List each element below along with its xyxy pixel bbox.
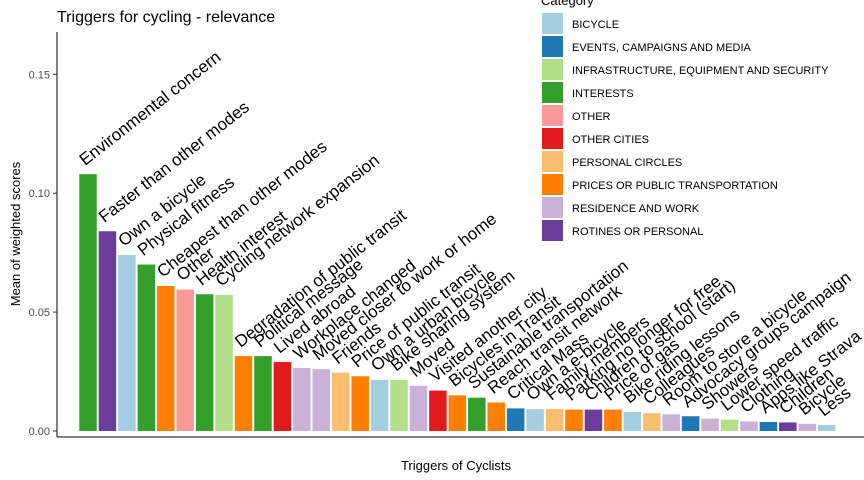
bar	[195, 294, 214, 431]
legend: Category BICYCLE EVENTS, CAMPAIGNS AND MED…	[540, 0, 829, 242]
legend-label: ROTINES OR PERSONAL	[572, 226, 703, 238]
bar	[370, 379, 389, 431]
legend-swatch	[542, 36, 563, 57]
legend-swatch	[542, 82, 563, 103]
chart-title: Triggers for cycling - relevance	[57, 9, 275, 26]
bar	[506, 408, 525, 431]
bar	[584, 409, 603, 431]
x-axis-label: Triggers of Cyclists	[401, 458, 512, 473]
bar	[701, 418, 719, 431]
bar	[409, 385, 428, 431]
bar	[118, 255, 136, 431]
bar	[390, 379, 408, 431]
legend-label: PRICES OR PUBLIC TRANSPORTATION	[572, 180, 778, 192]
legend-label: PERSONAL CIRCLES	[572, 157, 682, 169]
bar	[157, 285, 175, 431]
bar	[215, 294, 233, 431]
bar	[429, 390, 447, 431]
legend-label: INFRASTRUCTURE, EQUIPMENT AND SECURITY	[572, 65, 829, 77]
y-tick-label: 0.00	[29, 426, 50, 438]
bar	[351, 376, 369, 431]
legend-swatch	[542, 13, 563, 34]
bar	[448, 395, 467, 431]
bar	[817, 425, 836, 431]
legend-swatch	[542, 151, 563, 172]
bar	[331, 372, 350, 431]
bar	[604, 409, 622, 431]
legend-title: Category	[541, 0, 594, 8]
bar	[254, 356, 272, 431]
bar	[779, 422, 797, 431]
legend-swatch	[542, 128, 563, 149]
bar	[234, 356, 253, 431]
legend-swatch	[542, 59, 563, 80]
legend-label: BICYCLE	[572, 19, 619, 31]
bar	[176, 289, 194, 431]
bar	[740, 421, 758, 431]
bar	[759, 421, 778, 431]
bar	[720, 419, 739, 431]
bar	[98, 231, 117, 431]
bar	[798, 423, 817, 431]
bar	[293, 367, 311, 431]
bar	[79, 174, 97, 431]
bar	[681, 416, 700, 431]
bar	[643, 413, 661, 431]
bar	[273, 362, 292, 431]
bar	[565, 409, 583, 431]
y-tick-label: 0.05	[29, 307, 50, 319]
legend-swatch	[542, 220, 563, 241]
bar	[468, 397, 486, 431]
legend-swatch	[542, 105, 563, 126]
bar	[137, 264, 156, 431]
bar	[545, 409, 564, 431]
bars-group	[79, 174, 836, 431]
legend-label: RESIDENCE AND WORK	[572, 203, 700, 215]
legend-swatch	[542, 197, 563, 218]
bar	[662, 414, 680, 431]
y-ticks: 0.00 0.05 0.10 0.15	[29, 69, 57, 438]
bar	[623, 411, 642, 431]
y-tick-label: 0.10	[29, 188, 50, 200]
legend-label: OTHER	[572, 111, 611, 123]
y-tick-label: 0.15	[29, 69, 50, 81]
bar	[312, 369, 331, 431]
bar	[487, 402, 505, 431]
legend-label: EVENTS, CAMPAIGNS AND MEDIA	[572, 42, 752, 54]
legend-swatch	[542, 174, 563, 195]
legend-label: INTERESTS	[572, 88, 634, 100]
bar	[526, 409, 544, 431]
y-axis-label: Mean of weighted scores	[8, 161, 23, 306]
legend-label: OTHER CITIES	[572, 134, 649, 146]
